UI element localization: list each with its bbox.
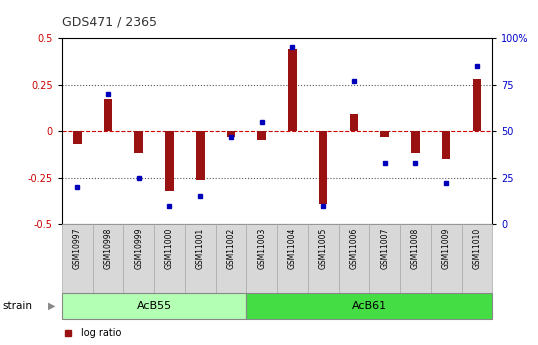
Bar <box>246 293 492 319</box>
Bar <box>338 224 369 293</box>
Bar <box>288 49 297 131</box>
Bar <box>196 131 204 179</box>
Bar <box>400 224 431 293</box>
Bar <box>319 131 328 204</box>
Bar <box>472 79 481 131</box>
Text: AcB55: AcB55 <box>137 301 172 311</box>
Bar <box>246 224 277 293</box>
Text: GSM10998: GSM10998 <box>103 228 112 269</box>
Bar <box>462 224 492 293</box>
Text: GSM11007: GSM11007 <box>380 228 389 269</box>
Bar <box>257 131 266 140</box>
Bar <box>165 131 174 191</box>
Text: GSM10999: GSM10999 <box>134 228 143 269</box>
Bar <box>226 131 235 137</box>
Text: log ratio: log ratio <box>81 328 122 338</box>
Bar <box>73 131 82 144</box>
Text: strain: strain <box>3 301 33 311</box>
Bar <box>123 224 154 293</box>
Bar <box>154 224 185 293</box>
Text: GSM11006: GSM11006 <box>349 228 358 269</box>
Text: GSM11003: GSM11003 <box>257 228 266 269</box>
Bar <box>380 131 389 137</box>
Bar <box>431 224 462 293</box>
Text: GDS471 / 2365: GDS471 / 2365 <box>62 16 157 29</box>
Text: GSM11002: GSM11002 <box>226 228 236 269</box>
Bar <box>185 224 216 293</box>
Text: GSM11000: GSM11000 <box>165 228 174 269</box>
Bar <box>93 224 123 293</box>
Bar <box>277 224 308 293</box>
Text: GSM11001: GSM11001 <box>196 228 205 269</box>
Bar <box>134 131 143 154</box>
Text: GSM11004: GSM11004 <box>288 228 297 269</box>
Bar <box>104 99 112 131</box>
Bar <box>369 224 400 293</box>
Bar <box>442 131 450 159</box>
Text: GSM11005: GSM11005 <box>318 228 328 269</box>
Text: GSM11008: GSM11008 <box>411 228 420 269</box>
Bar <box>350 114 358 131</box>
Text: GSM11009: GSM11009 <box>442 228 451 269</box>
Bar <box>62 224 93 293</box>
Bar <box>216 224 246 293</box>
Text: GSM10997: GSM10997 <box>73 228 82 269</box>
Bar <box>411 131 420 154</box>
Text: AcB61: AcB61 <box>352 301 387 311</box>
Text: ▶: ▶ <box>48 301 56 311</box>
Text: GSM11010: GSM11010 <box>472 228 482 269</box>
Bar <box>308 224 338 293</box>
Bar <box>62 293 246 319</box>
